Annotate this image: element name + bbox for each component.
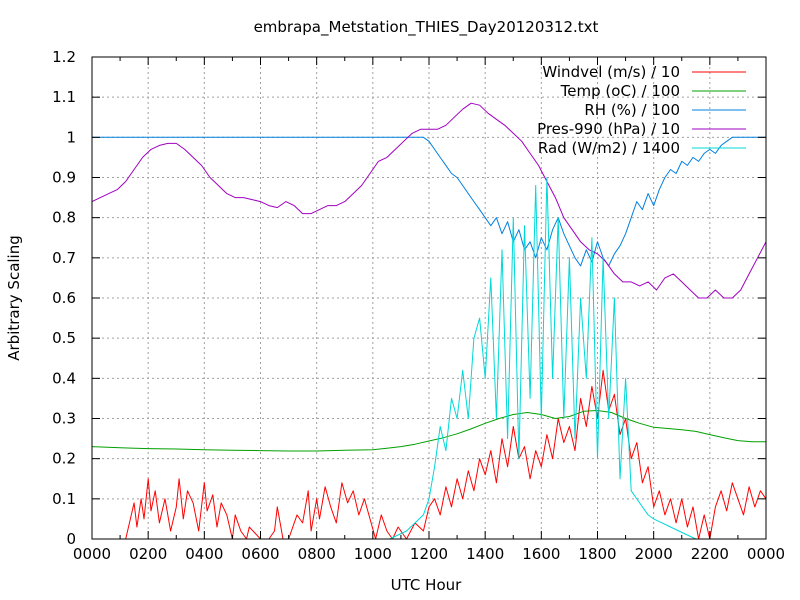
- legend-label: Pres-990 (hPa) / 10: [537, 120, 680, 138]
- ticks: [91, 56, 767, 540]
- y-tick-label: 0.9: [52, 169, 76, 187]
- y-tick-label: 1: [66, 128, 76, 146]
- series-layer: [91, 102, 767, 540]
- x-tick-label: 0200: [129, 545, 167, 563]
- x-tick-label: 1200: [410, 545, 448, 563]
- x-tick-label: 2200: [691, 545, 729, 563]
- y-tick-label: 1.1: [52, 88, 76, 106]
- x-tick-label: 1000: [354, 545, 392, 563]
- legend-label: Temp (oC) / 100: [560, 82, 680, 100]
- x-tick-label: 1400: [466, 545, 504, 563]
- x-tick-label: 1600: [522, 545, 560, 563]
- series-line-4: [92, 177, 766, 540]
- y-tick-label: 0: [66, 530, 76, 548]
- series-line-2: [92, 136, 766, 267]
- x-tick-label: 0800: [298, 545, 336, 563]
- y-tick-label: 0.8: [52, 209, 76, 227]
- x-axis-title: UTC Hour: [391, 576, 462, 594]
- series-line-1: [91, 410, 766, 452]
- legend-label: Rad (W/m2) / 1400: [538, 139, 680, 157]
- y-tick-label: 0.3: [52, 410, 76, 428]
- series-line-3: [91, 102, 767, 299]
- tick-labels: 0 0.1 0.2 0.3 0.4 0.5 0.6 0.7 0.8 0.9 1 1.1 1.2 0000 0…: [52, 48, 785, 563]
- x-tick-label: 2000: [635, 545, 673, 563]
- series-line-0: [92, 369, 767, 540]
- y-tick-label: 1.2: [52, 48, 76, 66]
- y-tick-label: 0.4: [52, 369, 76, 387]
- y-tick-label: 0.5: [52, 329, 76, 347]
- y-tick-label: 0.2: [52, 450, 76, 468]
- gridlines: [92, 57, 766, 539]
- x-tick-label: 0400: [185, 545, 223, 563]
- y-tick-label: 0.1: [52, 490, 76, 508]
- legend-label: RH (%) / 100: [584, 101, 680, 119]
- x-tick-label: 0000: [73, 545, 111, 563]
- x-tick-label: 1800: [578, 545, 616, 563]
- x-tick-label: 0000: [747, 545, 785, 563]
- x-tick-label: 0600: [241, 545, 279, 563]
- y-tick-label: 0.6: [52, 289, 76, 307]
- chart-title: embrapa_Metstation_THIES_Day20120312.txt: [254, 18, 599, 37]
- y-tick-label: 0.7: [52, 249, 76, 267]
- legend-label: Windvel (m/s) / 10: [542, 63, 680, 81]
- y-axis-title: Arbitrary Scaling: [5, 235, 23, 361]
